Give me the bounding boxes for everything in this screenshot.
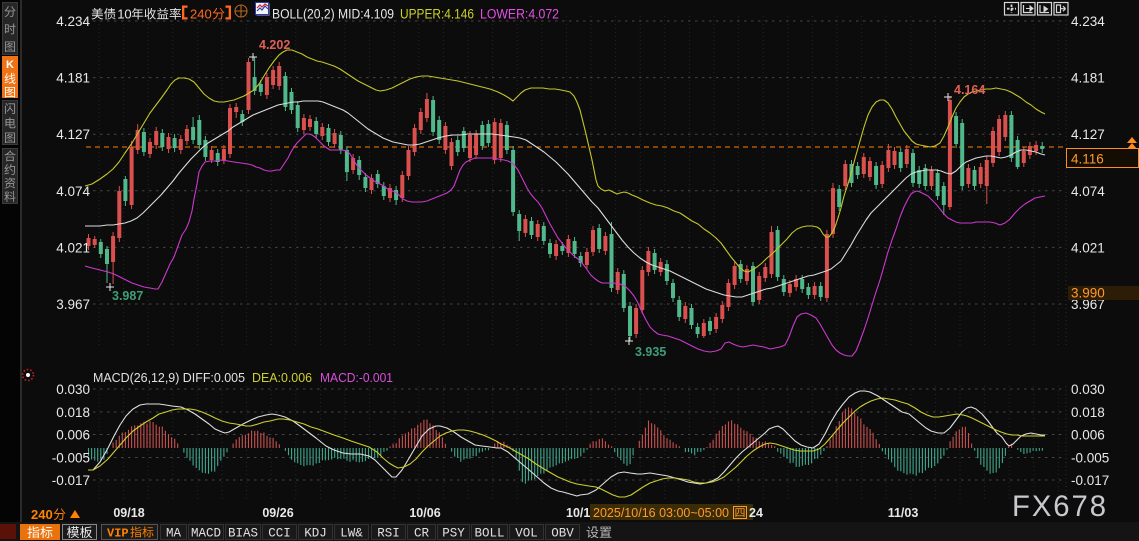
svg-text:PSY: PSY bbox=[442, 527, 465, 541]
svg-text:4.127: 4.127 bbox=[56, 127, 90, 142]
svg-text:VOL: VOL bbox=[515, 527, 538, 541]
svg-text:11/03: 11/03 bbox=[888, 506, 919, 520]
svg-text:4.181: 4.181 bbox=[1071, 71, 1105, 86]
svg-text:OBV: OBV bbox=[551, 527, 574, 541]
svg-text:0.018: 0.018 bbox=[56, 405, 90, 420]
svg-text:4.202: 4.202 bbox=[259, 38, 290, 52]
svg-text:240: 240 bbox=[190, 7, 212, 22]
svg-text:3.990: 3.990 bbox=[1071, 286, 1105, 301]
svg-text:0.006: 0.006 bbox=[56, 428, 90, 443]
svg-text:4.074: 4.074 bbox=[1071, 184, 1105, 199]
svg-text:3.967: 3.967 bbox=[1071, 297, 1105, 312]
svg-text:3.935: 3.935 bbox=[635, 345, 666, 359]
svg-text:LW&: LW& bbox=[340, 527, 363, 541]
svg-text:MACD: MACD bbox=[191, 527, 221, 541]
svg-text:10/06: 10/06 bbox=[409, 506, 440, 520]
svg-text:0.030: 0.030 bbox=[1071, 382, 1105, 397]
svg-text:BIAS: BIAS bbox=[228, 527, 258, 541]
svg-text:24: 24 bbox=[749, 506, 763, 520]
svg-text:4.234: 4.234 bbox=[1071, 14, 1105, 29]
svg-text:4.234: 4.234 bbox=[56, 14, 90, 29]
svg-text:UPPER:4.146: UPPER:4.146 bbox=[400, 7, 474, 22]
svg-text:09/18: 09/18 bbox=[113, 506, 144, 520]
svg-text:0.018: 0.018 bbox=[1071, 405, 1105, 420]
svg-text:MACD:-0.001: MACD:-0.001 bbox=[320, 371, 393, 385]
svg-text:4.021: 4.021 bbox=[1071, 240, 1105, 255]
svg-text:4.164: 4.164 bbox=[954, 83, 985, 97]
svg-text:10/1: 10/1 bbox=[566, 506, 590, 520]
svg-text:KDJ: KDJ bbox=[304, 527, 327, 541]
svg-text:4.021: 4.021 bbox=[56, 240, 90, 255]
svg-text:BOLL(20,2) MID:4.109: BOLL(20,2) MID:4.109 bbox=[272, 7, 394, 22]
svg-text:FX678: FX678 bbox=[1012, 490, 1108, 523]
svg-text:VIP: VIP bbox=[107, 527, 129, 541]
svg-text:K: K bbox=[6, 59, 14, 71]
svg-text:-0.005: -0.005 bbox=[1071, 451, 1109, 466]
svg-text:LOWER:4.072: LOWER:4.072 bbox=[480, 7, 559, 22]
svg-text:4.181: 4.181 bbox=[56, 71, 90, 86]
svg-text:0.030: 0.030 bbox=[56, 382, 90, 397]
svg-text:CR: CR bbox=[414, 527, 430, 541]
svg-text:4.127: 4.127 bbox=[1071, 127, 1105, 142]
svg-text:240: 240 bbox=[31, 507, 53, 522]
svg-text:CCI: CCI bbox=[268, 527, 291, 541]
svg-text:RSI: RSI bbox=[377, 527, 400, 541]
svg-text:10: 10 bbox=[117, 7, 131, 22]
svg-text:4.074: 4.074 bbox=[56, 184, 90, 199]
svg-text:3.967: 3.967 bbox=[56, 297, 90, 312]
svg-text:0.006: 0.006 bbox=[1071, 428, 1105, 443]
svg-text:-0.017: -0.017 bbox=[52, 473, 90, 488]
svg-text:-0.005: -0.005 bbox=[52, 451, 90, 466]
svg-text:MACD(26,12,9) DIFF:0.005: MACD(26,12,9) DIFF:0.005 bbox=[93, 371, 245, 385]
svg-text:2025/10/16 03:00~05:00: 2025/10/16 03:00~05:00 bbox=[593, 506, 729, 520]
svg-text:-0.017: -0.017 bbox=[1071, 473, 1109, 488]
svg-text:09/26: 09/26 bbox=[262, 506, 293, 520]
svg-text:DEA:0.006: DEA:0.006 bbox=[252, 371, 312, 385]
svg-text:3.987: 3.987 bbox=[112, 289, 143, 303]
svg-text:MA: MA bbox=[166, 527, 182, 541]
svg-text:4.116: 4.116 bbox=[1071, 152, 1104, 167]
svg-text:BOLL: BOLL bbox=[474, 527, 504, 541]
